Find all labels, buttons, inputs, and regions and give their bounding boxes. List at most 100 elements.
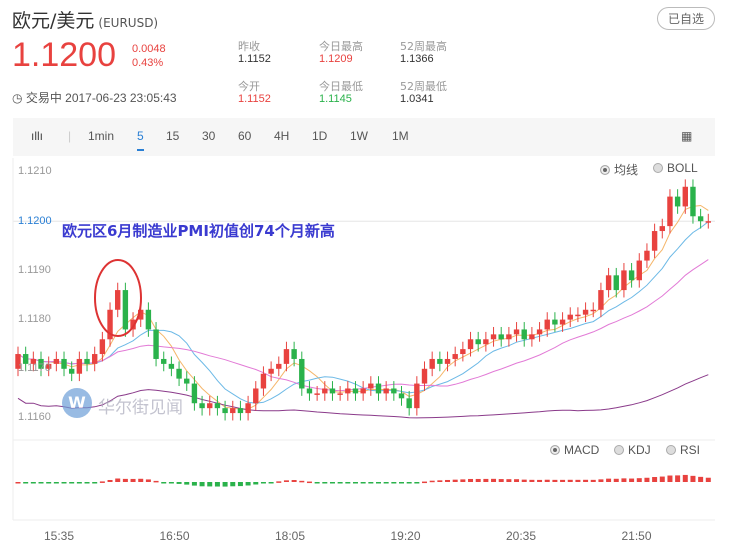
candle-body [237,408,244,414]
period-tab-1D[interactable]: 1D [312,129,328,143]
y-tick-label: 1.1180 [18,313,51,325]
macd-bar [552,479,558,482]
period-tab-15[interactable]: 15 [166,129,180,143]
y-tick-label: 1.1190 [18,264,51,276]
candle-body [191,383,198,404]
indicator-rsi[interactable]: RSI [666,443,700,457]
candle-body [199,403,205,409]
macd-bar [161,482,167,484]
macd-bar [253,482,259,485]
macd-bar [168,482,174,484]
candle-body [460,349,466,355]
candle-body [115,290,121,310]
macd-bar [268,482,274,484]
candle-body [490,334,497,340]
candle-body [84,358,90,364]
candle-body [467,339,474,350]
period-tab-1W[interactable]: 1W [350,129,368,143]
period-tab-60[interactable]: 60 [238,129,252,143]
candle-body [667,196,673,227]
ma60-line [17,374,709,419]
macd-bar [322,482,328,484]
macd-bar [682,474,688,482]
instrument-title: 欧元/美元 (EURUSD) [12,6,158,33]
candle-body [406,398,412,409]
macd-bar [613,478,619,482]
macd-bar [537,479,543,482]
period-tab-30[interactable]: 30 [202,129,216,143]
x-tick-label: 18:05 [275,529,306,543]
candle-body [682,186,688,207]
macd-bar [245,482,251,486]
macd-bar [69,482,75,484]
candle-body [644,250,650,261]
x-tick-label: 21:50 [621,529,652,543]
macd-bar [30,482,36,484]
period-tab-1M[interactable]: 1M [392,129,409,143]
candle-body [53,358,60,364]
candle-body [513,329,520,335]
stat-label: 52周最低 [400,80,447,93]
macd-bar [621,478,627,482]
candle-body [337,393,343,395]
candle-body [230,408,236,414]
candle-body [383,388,389,394]
candle-body [145,309,152,330]
macd-bar [237,482,243,487]
macd-bar [207,482,213,487]
macd-bar [184,482,190,485]
candle-body [138,309,144,320]
indicator-kdj[interactable]: KDJ [614,443,651,457]
divider: | [68,129,72,143]
macd-bar [583,479,589,482]
candle-body [421,368,428,384]
candle-body [276,363,282,369]
period-tab-4H[interactable]: 4H [274,129,290,143]
candle-body [222,408,228,414]
macd-bar [191,482,197,486]
macd-bar [283,480,289,482]
period-tab-1min[interactable]: 1min [88,129,115,143]
news-annotation: 欧元区6月制造业PMI初值创74个月新高 [62,222,335,240]
macd-bar [122,478,128,482]
candle-body [552,319,558,325]
candle-body [498,334,504,340]
macd-bar [544,479,550,482]
macd-bar [352,482,358,484]
macd-bar [667,475,673,482]
candle-body [444,358,451,364]
candle-body [61,358,67,369]
candle-body [322,388,328,394]
y-tick-label: 1.1160 [18,411,51,423]
macd-bar [406,482,412,484]
candle-body [283,349,290,364]
candle-body [705,221,711,223]
macd-bar [84,482,90,484]
macd-bar [23,482,29,484]
indicator-boll[interactable]: BOLL [653,161,698,175]
macd-bar [115,478,121,482]
stat-value: 1.0341 [400,93,434,105]
instrument-name: 欧元/美元 [12,10,95,32]
boll-label: BOLL [667,161,698,175]
y-tick-label: 1.1210 [18,165,52,177]
candle-body [521,329,527,340]
macd-bar [360,482,366,484]
watchlist-button[interactable]: 已自选 [656,7,715,30]
candle-body [352,388,359,394]
macd-bar [399,482,404,484]
chart-settings-icon[interactable]: ▦ [681,129,693,143]
indicator-ma[interactable]: 均线 [600,161,638,178]
candlestick-icon[interactable]: ıllı [31,129,43,143]
macd-bar [629,478,635,482]
macd-bar [291,480,297,482]
indicator-macd[interactable]: MACD [550,443,599,457]
stat-value: 1.1152 [238,93,271,105]
candle-body [544,319,550,330]
y-tick-label: 1.1200 [18,215,52,227]
period-tab-5[interactable]: 5 [137,129,144,151]
candle-body [68,368,75,374]
macd-bar [675,475,681,482]
macd-bar [483,478,489,482]
